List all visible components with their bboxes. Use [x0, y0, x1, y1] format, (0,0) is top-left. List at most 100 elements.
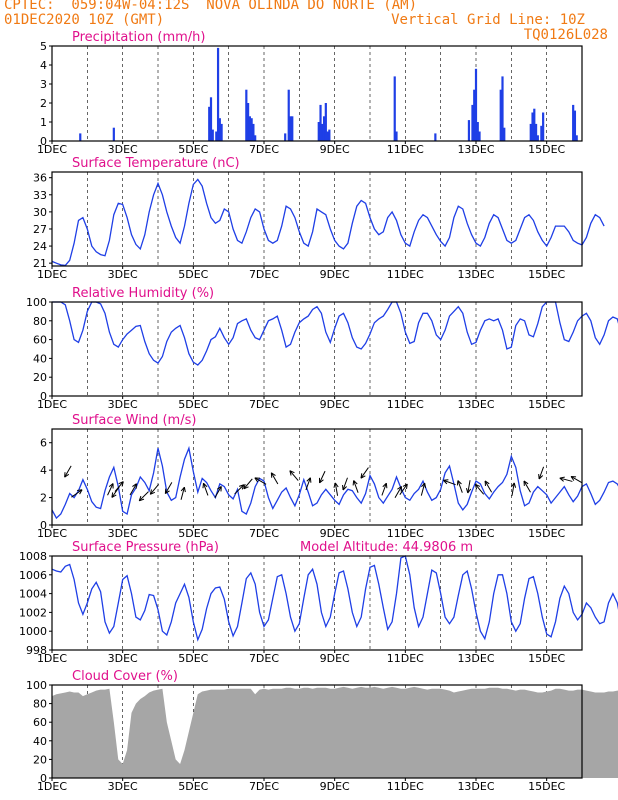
wind-x-tick-label: 15DEC [528, 527, 565, 540]
wind-arrow-shaft [484, 480, 493, 493]
precip-bar [284, 133, 287, 141]
pressure-x-tick-label: 7DEC [249, 652, 279, 665]
temp-panel: 21 24 27 30 33 36 1DEC 3DEC 5DEC 7DEC 9DEC 11DEC 13D… [33, 156, 605, 281]
wind-arrow-head [538, 473, 540, 480]
wind-arrow-shaft [474, 484, 485, 495]
precip-y-tick-label: 5 [40, 40, 47, 53]
precip-frame [51, 45, 583, 142]
wind-arrow [318, 470, 326, 484]
wind-arrow-head [180, 486, 185, 492]
temp-x-tick-label: 1DEC [37, 268, 67, 281]
wind-arrow [342, 477, 348, 491]
temp-title: Surface Temperature (nC) [72, 156, 240, 171]
wind-arrow-head [510, 482, 515, 488]
wind-arrow-head [474, 484, 478, 490]
wind-arrow-head [165, 490, 170, 495]
wind-arrow-shaft [334, 482, 339, 496]
precip-bar [291, 116, 294, 141]
wind-arrow-head [443, 479, 448, 485]
rh-x-tick-label: 7DEC [249, 398, 279, 411]
precip-bar [474, 68, 478, 141]
precip-bar [467, 120, 471, 141]
precip-bar [319, 104, 322, 141]
precip-bar [542, 112, 545, 141]
wind-arrow [305, 477, 312, 491]
wind-arrow-shaft [114, 481, 124, 492]
wind-arrow-shaft [394, 486, 402, 498]
rh-frame [51, 301, 583, 397]
wind-arrow-head [443, 479, 449, 481]
cloud-cover-area [52, 686, 618, 778]
wind-arrow [538, 466, 545, 480]
rh-series-line [52, 301, 618, 366]
wind-arrow-head [64, 473, 70, 478]
cloud-frame [51, 684, 583, 779]
wind-x-tick-label: 3DEC [108, 527, 138, 540]
wind-arrow [138, 491, 149, 502]
precip-bar [254, 135, 257, 141]
temp-x-tick-label: 7DEC [249, 268, 279, 281]
wind-y-tick-label: 0 [40, 519, 47, 532]
precip-bar [328, 129, 331, 141]
precip-x-tick-label: 5DEC [178, 143, 208, 156]
rh-x-tick-label: 5DEC [178, 398, 208, 411]
precip-y-tick-label: 0 [40, 135, 47, 148]
wind-arrow [381, 482, 388, 496]
wind-x-tick-label: 1DEC [37, 527, 67, 540]
wind-arrow-head [457, 480, 462, 485]
precip-y-tick-label: 2 [40, 97, 47, 110]
wind-arrow-head [342, 484, 344, 491]
precip-x-tick-label: 13DEC [457, 143, 494, 156]
wind-arrow-head [289, 470, 292, 476]
precip-bar [220, 123, 223, 141]
temp-frame [51, 171, 583, 267]
temp-y-tick-label: 36 [33, 172, 47, 185]
wind-arrow-head [238, 484, 245, 487]
temp-x-tick-label: 11DEC [387, 268, 424, 281]
precip-bar [434, 133, 437, 141]
cloud-x-tick-label: 15DEC [528, 780, 565, 793]
pressure-x-tick-label: 11DEC [387, 652, 424, 665]
wind-arrow-shaft [399, 483, 408, 495]
wind-arrow [270, 472, 279, 485]
pressure-x-tick-label: 15DEC [528, 652, 565, 665]
precip-bar [218, 118, 221, 141]
wind-arrow-head [241, 484, 245, 490]
wind-arrow-head [271, 472, 276, 476]
wind-arrow-head [538, 475, 544, 480]
wind-frame [51, 428, 583, 526]
rh-x-tick-label: 15DEC [528, 398, 565, 411]
wind-arrow-head [402, 483, 408, 487]
wind-arrow-head [397, 486, 402, 490]
wind-arrow [164, 482, 173, 495]
wind-arrow-shaft [443, 479, 456, 486]
cloud-x-tick-label: 3DEC [108, 780, 138, 793]
precip-bar [209, 97, 213, 141]
precip-bar [393, 76, 396, 141]
wind-arrow-head [360, 473, 363, 479]
wind-arrow [254, 477, 267, 485]
wind-arrow-head [570, 476, 575, 481]
precip-bar [216, 47, 220, 141]
precip-bar [534, 123, 538, 141]
wind-arrow-shaft [381, 483, 387, 496]
wind-arrow-head [306, 477, 311, 482]
precip-bar [208, 106, 211, 141]
precip-bar [250, 118, 253, 141]
precip-bar [473, 89, 476, 141]
wind-arrow-shaft [289, 470, 299, 481]
wind-arrow-head [513, 482, 517, 488]
precip-bar [478, 131, 481, 141]
wind-arrow-head [216, 486, 222, 490]
wind-arrow-head [243, 483, 246, 489]
wind-arrow [202, 482, 209, 496]
wind-arrow-head [484, 480, 490, 485]
cloud-x-tick-label: 5DEC [178, 780, 208, 793]
wind-arrow-head [289, 470, 295, 474]
wind-arrow-head [559, 476, 565, 479]
temp-x-tick-label: 13DEC [457, 268, 494, 281]
wind-x-tick-label: 9DEC [320, 527, 350, 540]
wind-arrow-shaft [71, 489, 83, 498]
wind-arrow-head [342, 486, 347, 491]
